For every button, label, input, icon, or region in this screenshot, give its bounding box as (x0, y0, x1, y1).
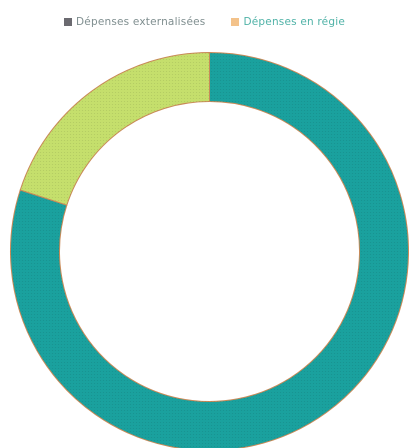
legend-label-external: Dépenses externalisées (76, 16, 206, 28)
chart-legend: Dépenses externalisées Dépenses en régie (0, 0, 409, 40)
donut-chart-svg (10, 51, 409, 448)
legend-label-regie: Dépenses en régie (243, 16, 345, 28)
legend-swatch-external (64, 18, 73, 26)
donut-slice-1[interactable] (19, 51, 210, 206)
legend-swatch-regie (231, 18, 240, 26)
donut-chart (0, 40, 409, 448)
legend-item-external[interactable]: Dépenses externalisées (64, 16, 205, 28)
legend-item-regie[interactable]: Dépenses en régie (231, 16, 345, 28)
